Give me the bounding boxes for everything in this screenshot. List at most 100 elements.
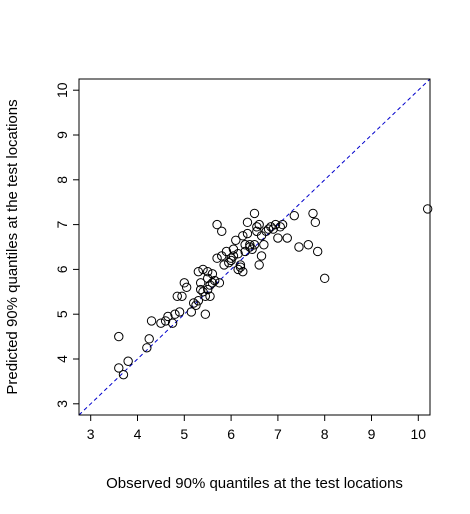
data-points (114, 204, 433, 380)
data-point (238, 231, 248, 241)
data-point (289, 210, 299, 221)
data-point (242, 228, 253, 239)
data-point (224, 257, 234, 268)
data-point (273, 233, 283, 243)
data-point (259, 240, 269, 250)
data-point (308, 208, 318, 219)
data-point (282, 233, 292, 243)
data-point (144, 334, 154, 344)
data-point (240, 240, 250, 250)
data-point (156, 318, 166, 328)
data-point (179, 278, 190, 288)
x-tick-label: 4 (134, 426, 142, 442)
data-point (217, 226, 227, 237)
data-point (181, 282, 192, 293)
x-tick-label: 6 (227, 426, 235, 442)
y-axis: 3 4 5 6 7 8 9 10 (54, 82, 79, 408)
data-point (217, 251, 227, 261)
x-axis-label: Observed 90% quantiles at the test locat… (106, 475, 403, 492)
data-point (114, 331, 124, 342)
data-point (200, 291, 211, 301)
data-point (275, 222, 285, 232)
data-point (312, 246, 323, 257)
data-point (203, 266, 213, 277)
y-tick-label: 8 (54, 176, 70, 184)
data-point (294, 242, 304, 252)
data-point (172, 291, 182, 301)
data-point (160, 316, 171, 326)
data-point (235, 262, 246, 272)
y-tick-label: 9 (54, 131, 70, 139)
data-point (226, 255, 236, 266)
plot-frame (78, 78, 431, 416)
data-point (252, 222, 262, 232)
data-point (254, 260, 264, 270)
data-point (200, 309, 211, 319)
x-axis: 3 4 5 6 7 8 9 10 (87, 415, 426, 442)
data-point (226, 253, 236, 263)
y-tick-label: 4 (54, 355, 70, 363)
data-point (210, 275, 220, 286)
data-point (142, 343, 152, 353)
x-tick-label: 3 (87, 426, 95, 442)
data-point (191, 300, 201, 310)
data-point (114, 363, 124, 373)
data-point (123, 356, 133, 366)
y-axis-label: Predicted 90% quantiles at the test loca… (4, 99, 21, 394)
data-point (303, 240, 314, 250)
data-point (205, 291, 215, 301)
data-point (228, 251, 239, 261)
data-point (231, 235, 241, 245)
data-point (170, 309, 180, 319)
data-point (245, 240, 255, 250)
data-point (146, 316, 157, 326)
data-point (233, 264, 243, 275)
data-point (235, 260, 246, 270)
y-tick-label: 7 (54, 220, 70, 228)
data-point (167, 318, 178, 328)
data-point (195, 278, 206, 288)
y-tick-label: 10 (54, 82, 70, 98)
data-point (320, 273, 330, 284)
data-point (177, 291, 187, 301)
reference-line (79, 79, 430, 415)
data-point (219, 260, 229, 270)
data-point (242, 217, 253, 228)
data-point (195, 284, 206, 295)
data-point (188, 298, 199, 308)
data-point (277, 219, 288, 230)
data-point (118, 369, 129, 380)
data-point (233, 249, 243, 259)
data-point (221, 246, 232, 257)
data-point (198, 264, 208, 275)
data-point (247, 244, 257, 254)
x-tick-label: 10 (411, 426, 427, 442)
data-point (186, 307, 197, 317)
y-tick-label: 3 (54, 400, 70, 408)
data-point (256, 231, 267, 241)
data-point (263, 224, 274, 234)
data-point (249, 208, 260, 219)
data-point (249, 240, 260, 250)
y-tick-label: 5 (54, 310, 70, 318)
data-point (214, 278, 225, 288)
data-point (174, 307, 185, 317)
data-point (212, 219, 222, 230)
data-point (245, 242, 255, 252)
data-point (238, 266, 248, 277)
data-point (163, 311, 173, 322)
data-point (422, 204, 433, 214)
data-point (268, 224, 278, 234)
data-point (207, 269, 218, 279)
x-tick-label: 9 (368, 426, 376, 442)
x-tick-label: 8 (321, 426, 329, 442)
data-point (212, 253, 222, 263)
data-point (198, 287, 208, 297)
data-point (256, 251, 267, 261)
data-point (207, 278, 218, 288)
data-point (266, 222, 276, 232)
x-tick-label: 5 (180, 426, 188, 442)
data-point (310, 217, 321, 228)
data-point (254, 219, 264, 230)
